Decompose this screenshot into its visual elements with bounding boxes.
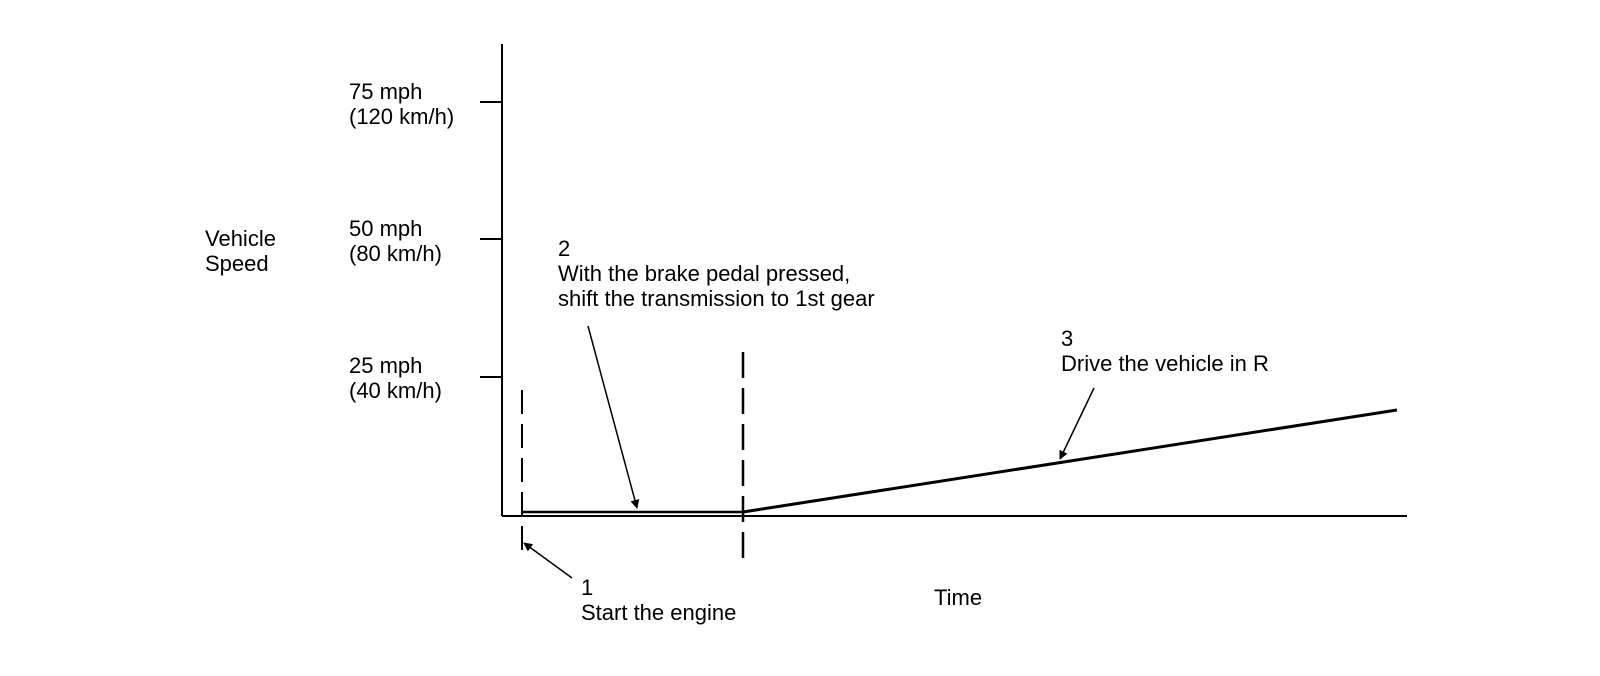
y-tick-label-25: 25 mph (40 km/h) [349, 353, 442, 403]
y-axis-title-line-2: Speed [205, 251, 269, 276]
step-1-number: 1 [581, 575, 594, 600]
y-tick-label-50-kmh: (80 km/h) [349, 241, 442, 266]
step-2-text-line-1: With the brake pedal pressed, [558, 261, 851, 286]
reverse-drive-line [742, 408, 1398, 514]
y-tick-label-25-mph: 25 mph [349, 353, 423, 378]
step-2-arrow [587, 325, 640, 509]
step-1-callout: 1 Start the engine [581, 575, 736, 625]
y-tick-label-50-mph: 50 mph [349, 216, 423, 241]
y-tick-label-25-kmh: (40 km/h) [349, 378, 442, 403]
step-3-arrow [1059, 387, 1095, 460]
step-1-arrow [523, 542, 573, 579]
x-axis-title-text: Time [934, 585, 983, 610]
y-axis-title-line-1: Vehicle [205, 226, 276, 251]
step-3-text: Drive the vehicle in R [1061, 351, 1269, 376]
step-2-text-line-2: shift the transmission to 1st gear [558, 286, 875, 311]
y-tick-label-75: 75 mph (120 km/h) [349, 79, 454, 129]
step-2-callout: 2 With the brake pedal pressed, shift th… [558, 236, 875, 311]
y-tick-label-75-mph: 75 mph [349, 79, 423, 104]
step-3-number: 3 [1061, 326, 1074, 351]
step-2-number: 2 [558, 236, 571, 261]
y-tick-label-75-kmh: (120 km/h) [349, 104, 455, 129]
y-tick-label-50: 50 mph (80 km/h) [349, 216, 442, 266]
step-3-callout: 3 Drive the vehicle in R [1061, 326, 1269, 376]
y-axis-title: Vehicle Speed [205, 226, 276, 276]
step-1-text: Start the engine [581, 600, 737, 625]
x-axis-title: Time [934, 585, 982, 610]
